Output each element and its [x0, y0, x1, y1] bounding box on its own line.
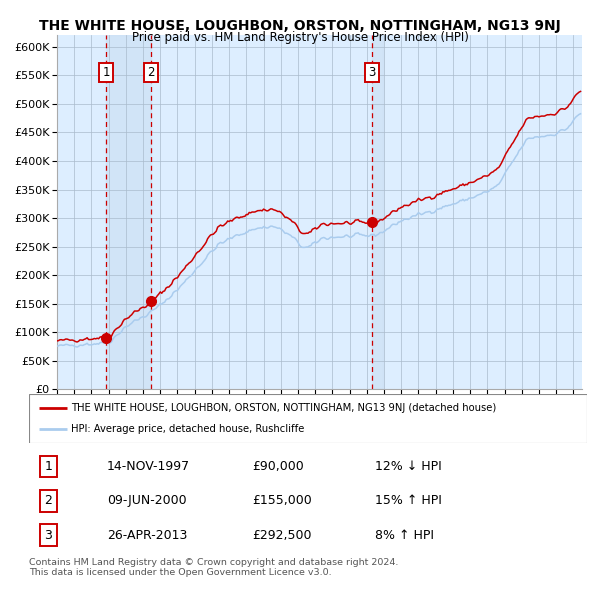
Text: 8% ↑ HPI: 8% ↑ HPI — [375, 529, 434, 542]
Text: 26-APR-2013: 26-APR-2013 — [107, 529, 187, 542]
Bar — [373, 35, 383, 389]
Text: 14-NOV-1997: 14-NOV-1997 — [107, 460, 190, 473]
Bar — [106, 35, 151, 389]
Text: £155,000: £155,000 — [252, 494, 312, 507]
Text: 2: 2 — [44, 494, 52, 507]
Text: 2: 2 — [147, 66, 154, 79]
Text: Contains HM Land Registry data © Crown copyright and database right 2024.
This d: Contains HM Land Registry data © Crown c… — [29, 558, 398, 577]
Text: 1: 1 — [44, 460, 52, 473]
Text: HPI: Average price, detached house, Rushcliffe: HPI: Average price, detached house, Rush… — [71, 424, 304, 434]
Text: 1: 1 — [103, 66, 110, 79]
Text: THE WHITE HOUSE, LOUGHBON, ORSTON, NOTTINGHAM, NG13 9NJ: THE WHITE HOUSE, LOUGHBON, ORSTON, NOTTI… — [39, 19, 561, 33]
Text: 15% ↑ HPI: 15% ↑ HPI — [375, 494, 442, 507]
Text: 12% ↓ HPI: 12% ↓ HPI — [375, 460, 442, 473]
Text: 09-JUN-2000: 09-JUN-2000 — [107, 494, 187, 507]
Text: £292,500: £292,500 — [252, 529, 311, 542]
Text: 3: 3 — [368, 66, 376, 79]
Text: THE WHITE HOUSE, LOUGHBON, ORSTON, NOTTINGHAM, NG13 9NJ (detached house): THE WHITE HOUSE, LOUGHBON, ORSTON, NOTTI… — [71, 402, 496, 412]
Text: 3: 3 — [44, 529, 52, 542]
Text: £90,000: £90,000 — [252, 460, 304, 473]
Text: Price paid vs. HM Land Registry's House Price Index (HPI): Price paid vs. HM Land Registry's House … — [131, 31, 469, 44]
